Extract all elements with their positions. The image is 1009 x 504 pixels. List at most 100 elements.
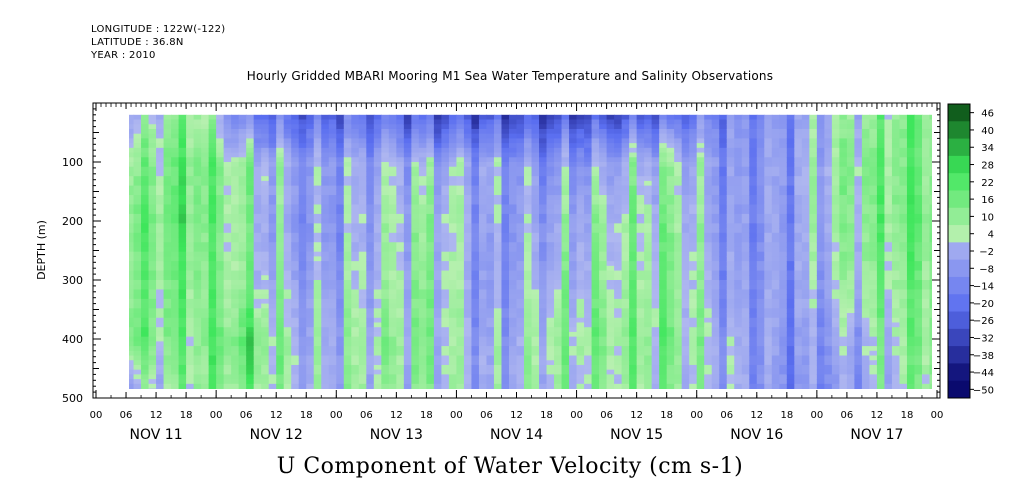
- heatmap-cell: [411, 190, 420, 196]
- heatmap-cell: [193, 369, 202, 375]
- heatmap-cell: [561, 237, 570, 243]
- heatmap-cell: [306, 190, 315, 196]
- heatmap-cell: [726, 275, 735, 281]
- heatmap-cell: [659, 327, 668, 333]
- heatmap-cell: [471, 185, 480, 191]
- heatmap-cell: [741, 251, 750, 257]
- heatmap-cell: [591, 119, 600, 125]
- heatmap-cell: [129, 166, 135, 173]
- heatmap-cell: [396, 322, 405, 328]
- heatmap-cell: [621, 336, 630, 342]
- heatmap-cell: [291, 303, 300, 309]
- heatmap-cell: [621, 246, 630, 253]
- heatmap-cell: [471, 223, 480, 229]
- heatmap-cell: [726, 364, 735, 371]
- heatmap-cell: [223, 355, 232, 361]
- heatmap-cell: [651, 223, 660, 229]
- heatmap-cell: [674, 232, 683, 239]
- heatmap-cell: [186, 374, 195, 380]
- heatmap-cell: [426, 379, 435, 385]
- heatmap-cell: [201, 246, 210, 253]
- heatmap-cell: [283, 232, 292, 239]
- heatmap-cell: [584, 218, 593, 224]
- heatmap-cell: [231, 138, 240, 144]
- heatmap-cell: [343, 379, 352, 385]
- heatmap-cell: [276, 280, 285, 286]
- heatmap-cell: [478, 228, 488, 234]
- heatmap-cell: [561, 195, 570, 201]
- heatmap-cell: [463, 138, 473, 144]
- heatmap-cell: [561, 180, 570, 187]
- heatmap-cell: [606, 294, 615, 300]
- heatmap-cell: [231, 114, 240, 121]
- heatmap-cell: [328, 261, 337, 267]
- heatmap-cell: [531, 308, 540, 314]
- heatmap-cell: [298, 213, 307, 220]
- heatmap-cell: [644, 143, 653, 149]
- heatmap-cell: [261, 336, 270, 342]
- heatmap-cell: [276, 218, 285, 224]
- heatmap-cell: [129, 143, 135, 149]
- heatmap-cell: [674, 346, 683, 352]
- heatmap-cell: [178, 162, 187, 168]
- heatmap-cell: [644, 256, 653, 262]
- heatmap-cell: [231, 218, 240, 224]
- heatmap-cell: [576, 308, 585, 314]
- heatmap-cell: [508, 195, 518, 201]
- heatmap-cell: [441, 218, 450, 224]
- heatmap-cell: [163, 331, 172, 338]
- heatmap-cell: [614, 162, 623, 168]
- heatmap-cell: [681, 218, 690, 224]
- heatmap-cell: [666, 166, 675, 173]
- heatmap-cell: [246, 388, 255, 389]
- heatmap-cell: [651, 265, 660, 272]
- heatmap-cell: [651, 388, 660, 389]
- heatmap-cell: [321, 223, 330, 229]
- heatmap-cell: [201, 374, 210, 380]
- heatmap-cell: [554, 166, 563, 173]
- heatmap-cell: [223, 199, 232, 206]
- heatmap-cell: [576, 162, 585, 168]
- heatmap-cell: [554, 228, 563, 234]
- heatmap-cell: [313, 261, 322, 267]
- heatmap-cell: [186, 171, 195, 177]
- heatmap-cell: [749, 379, 758, 385]
- heatmap-cell: [313, 346, 322, 352]
- heatmap-cell: [546, 237, 555, 243]
- heatmap-cell: [343, 185, 352, 191]
- heatmap-cell: [178, 327, 187, 333]
- heatmap-cell: [584, 209, 593, 215]
- heatmap-cell: [396, 364, 405, 371]
- heatmap-cell: [171, 317, 180, 324]
- heatmap-cell: [129, 355, 135, 361]
- heatmap-cell: [231, 199, 240, 206]
- heatmap-cell: [478, 251, 488, 257]
- heatmap-cell: [726, 209, 735, 215]
- heatmap-cell: [471, 166, 480, 173]
- heatmap-cell: [178, 246, 187, 253]
- heatmap-cell: [313, 303, 322, 309]
- heatmap-cell: [388, 341, 397, 347]
- heatmap-cell: [674, 317, 683, 324]
- heatmap-cell: [178, 147, 187, 154]
- heatmap-cell: [156, 364, 165, 371]
- heatmap-cell: [463, 209, 473, 215]
- heatmap-cell: [163, 251, 172, 257]
- heatmap-cell: [614, 133, 623, 139]
- heatmap-cell: [644, 346, 653, 352]
- heatmap-cell: [208, 346, 217, 352]
- heatmap-cell: [463, 388, 473, 389]
- heatmap-cell: [148, 124, 157, 130]
- heatmap-cell: [734, 322, 743, 328]
- heatmap-cell: [711, 176, 720, 182]
- heatmap-cell: [298, 185, 307, 191]
- heatmap-cell: [448, 346, 458, 352]
- heatmap-cell: [666, 176, 675, 182]
- heatmap-cell: [719, 350, 728, 357]
- heatmap-cell: [478, 119, 488, 125]
- heatmap-cell: [621, 360, 630, 366]
- heatmap-cell: [584, 322, 593, 328]
- heatmap-cell: [606, 317, 615, 324]
- heatmap-cell: [463, 228, 473, 234]
- heatmap-cell: [696, 360, 705, 366]
